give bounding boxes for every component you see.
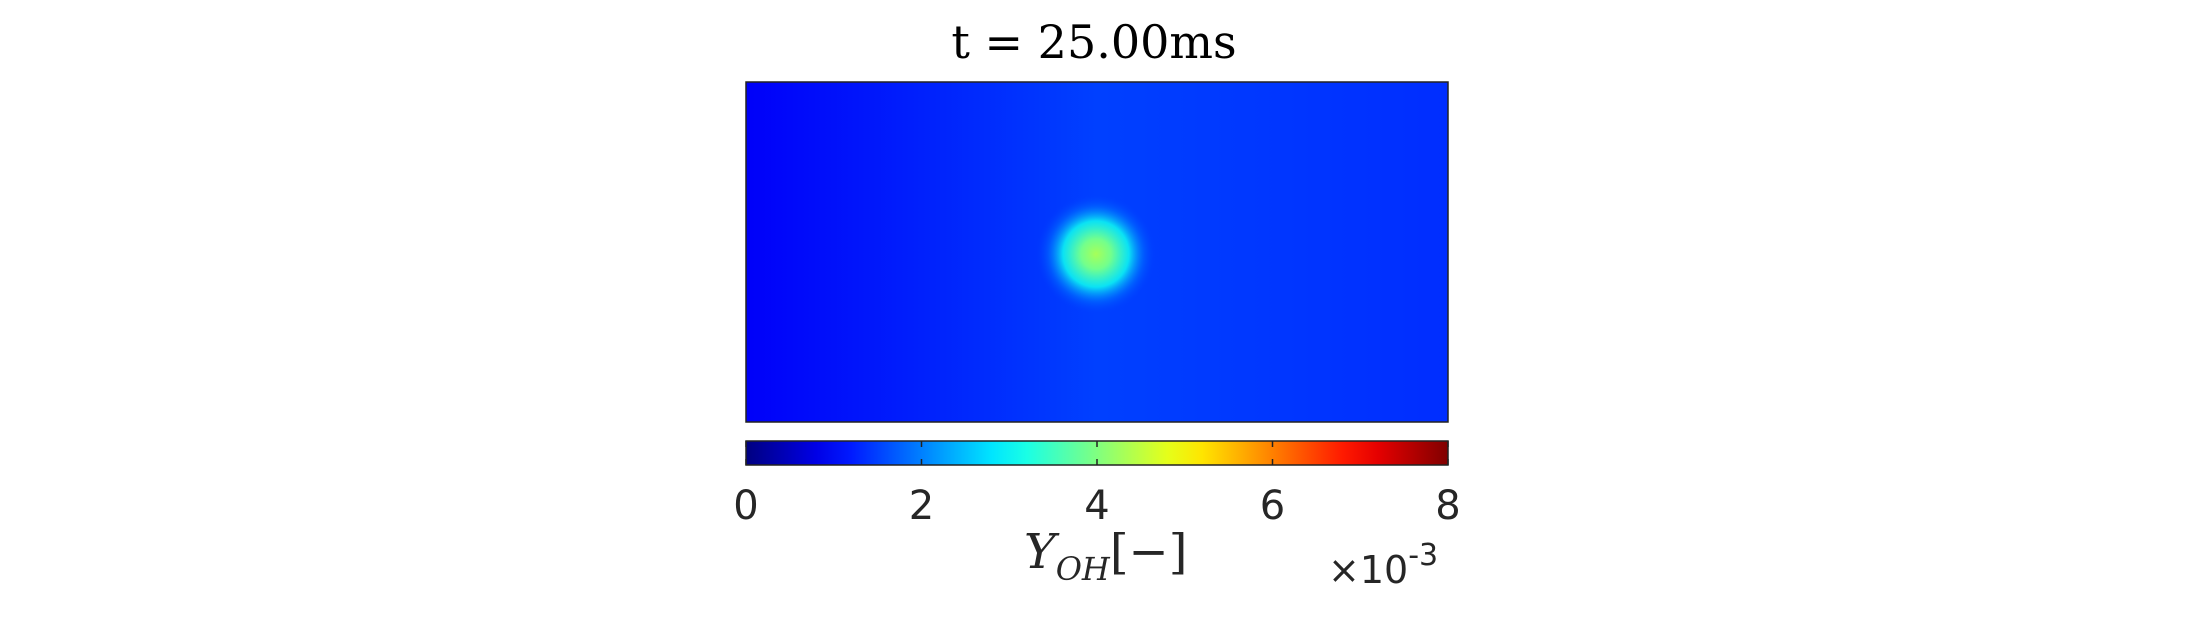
colorbar: 0 2 4 6 8 <box>733 440 1461 529</box>
heatmap-field <box>745 81 1449 423</box>
colorbar-label: YOH[−] <box>1024 524 1188 588</box>
chart-title: t = 25.00ms <box>951 15 1236 69</box>
heatmap-border <box>745 81 1449 423</box>
colorbar-tick-label: 8 <box>1435 483 1460 529</box>
colorbar-tick-label: 2 <box>909 483 934 529</box>
colorbar-tick-label: 6 <box>1260 483 1285 529</box>
colorbar-tick-labels: 0 2 4 6 8 <box>733 483 1460 529</box>
colorbar-multiplier: ×10-3 <box>1328 538 1438 592</box>
colorbar-tick-label: 4 <box>1084 483 1109 529</box>
colorbar-tick-label: 0 <box>733 483 758 529</box>
colorbar-ticks <box>745 441 1449 465</box>
heatmap-hotspot <box>1036 194 1156 314</box>
